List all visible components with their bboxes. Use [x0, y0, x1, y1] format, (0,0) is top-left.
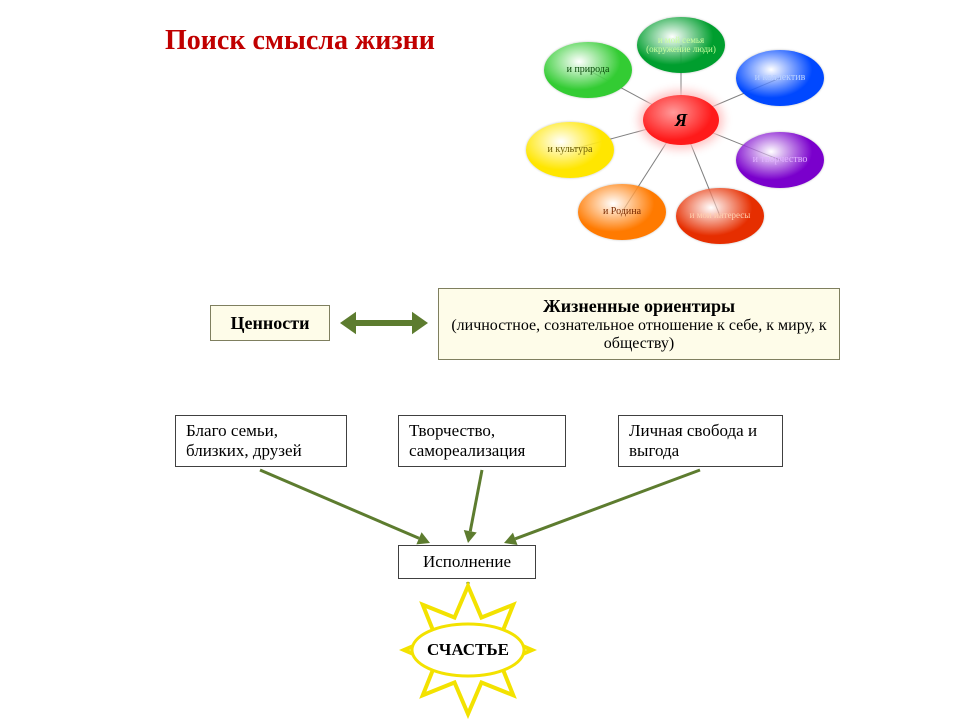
- execution-box: Исполнение: [398, 545, 536, 579]
- happiness-sun: СЧАСТЬЕ: [399, 581, 537, 719]
- execution-label: Исполнение: [409, 552, 525, 572]
- happiness-label: СЧАСТЬЕ: [399, 581, 537, 719]
